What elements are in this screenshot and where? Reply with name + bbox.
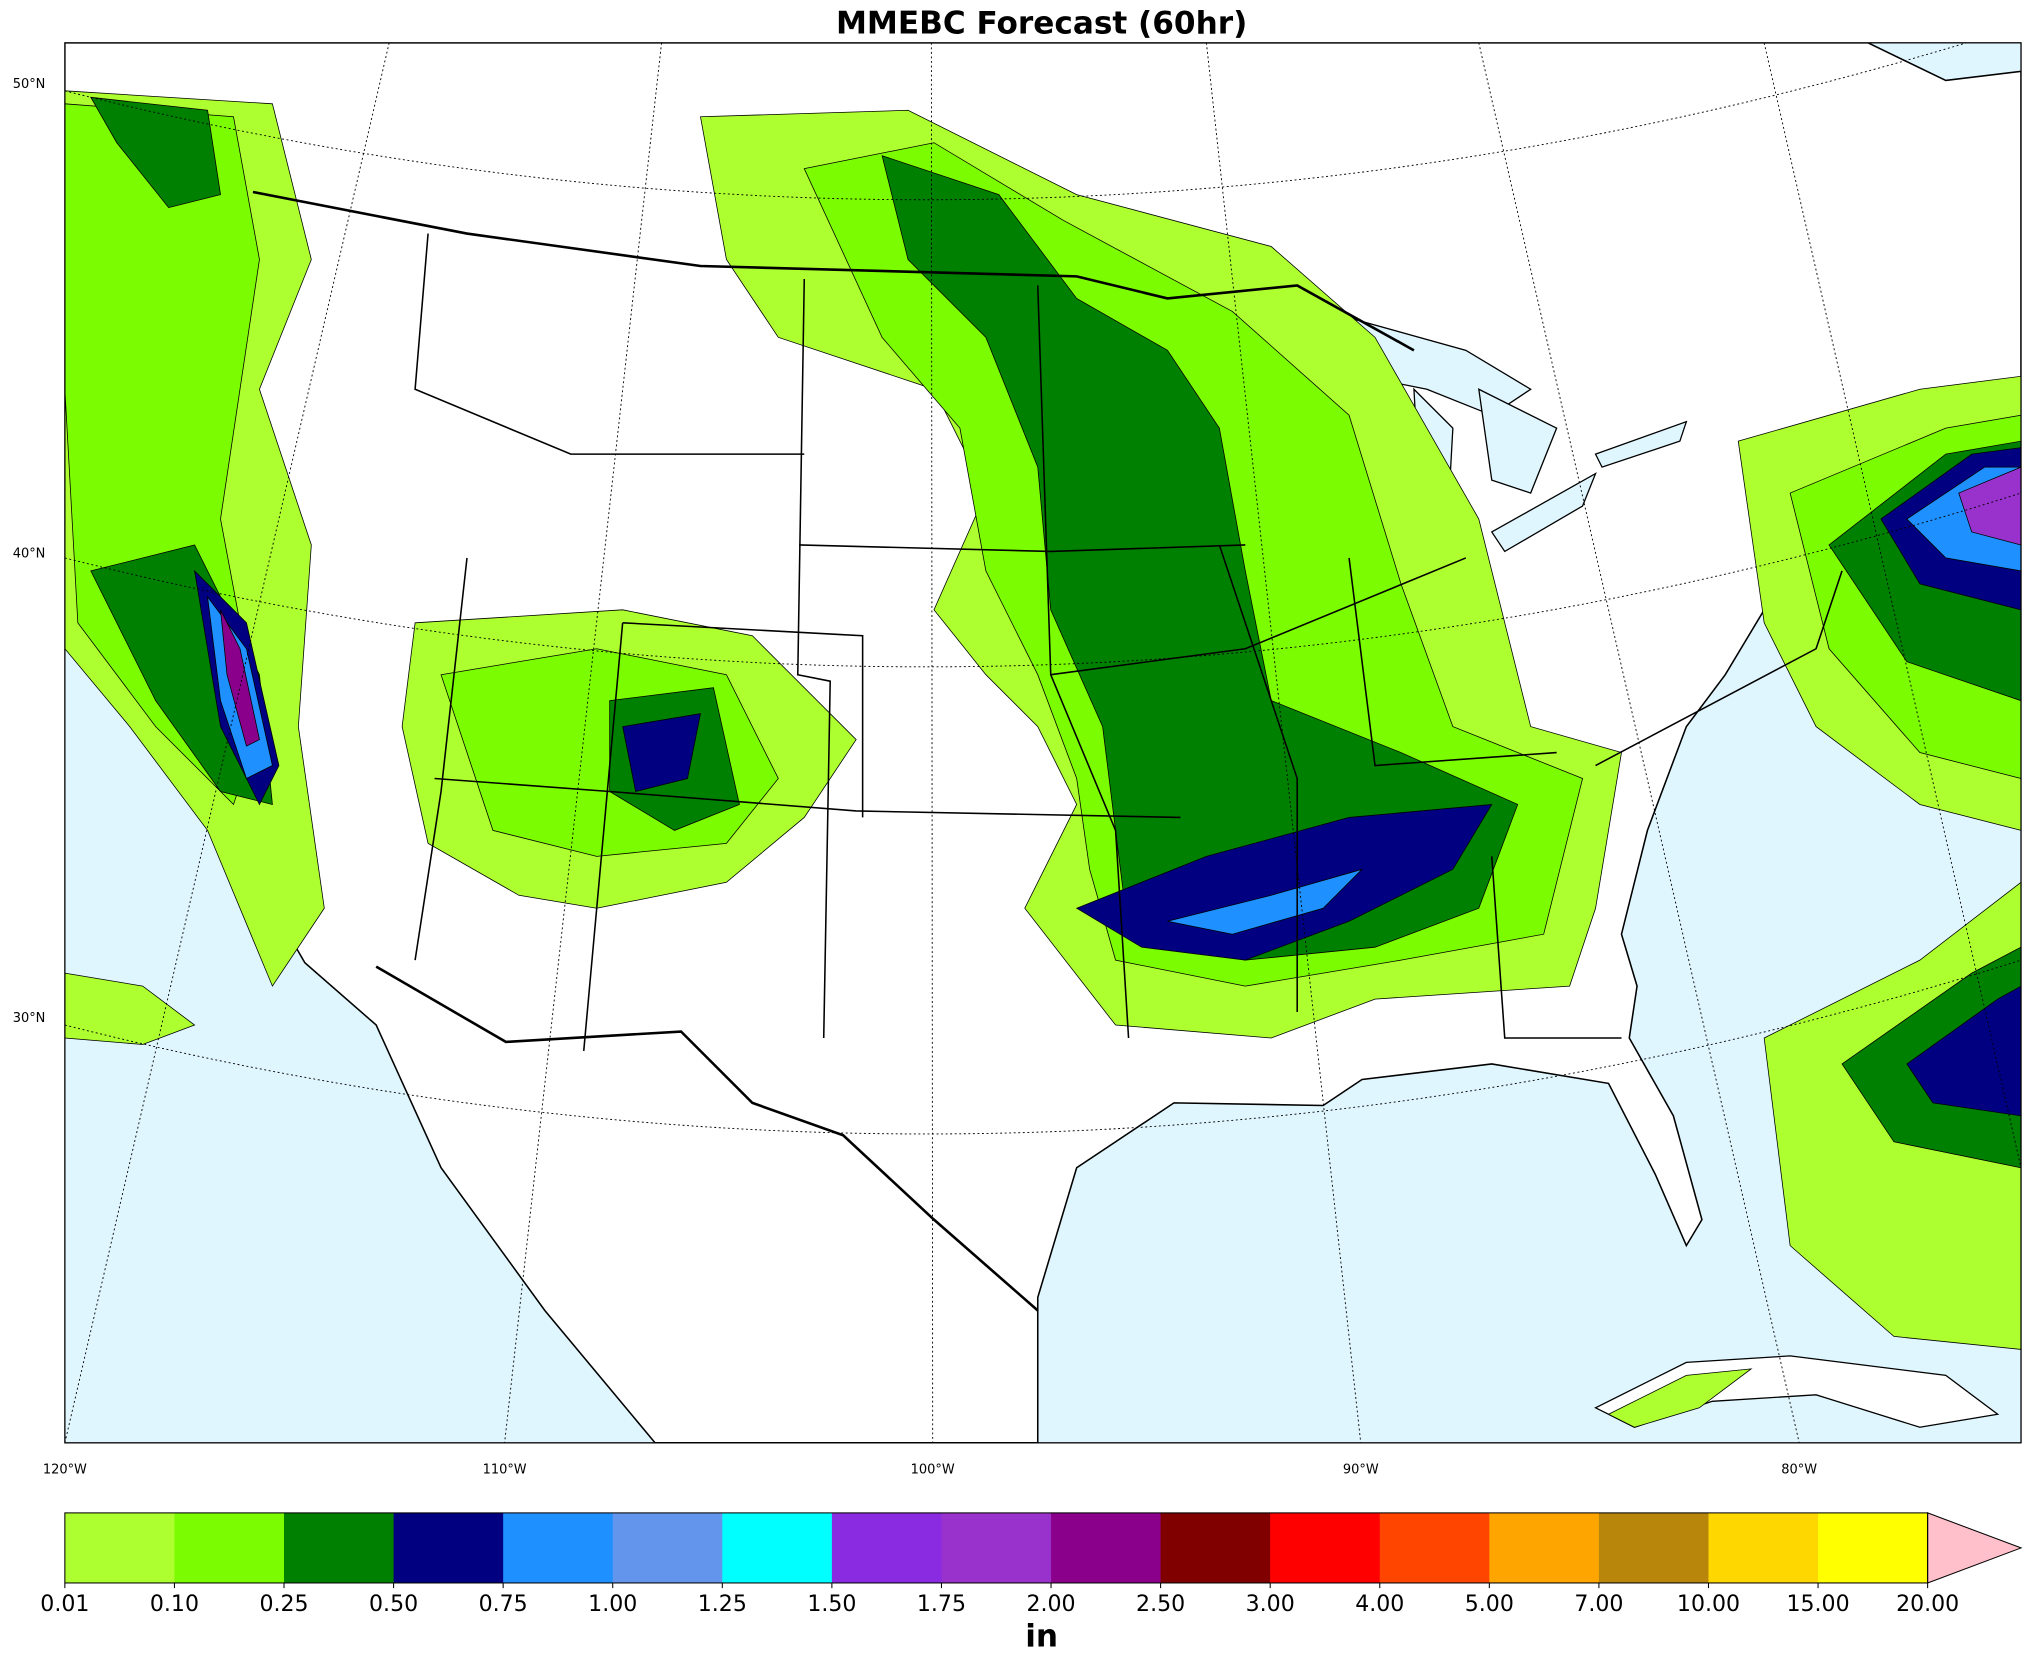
lake (1477, 388, 1558, 494)
lake (1490, 472, 1597, 553)
colorbar-tick-label: 1.50 (807, 1592, 856, 1617)
colorbar-tick-label: 0.10 (150, 1592, 199, 1617)
colorbar-swatch (503, 1512, 614, 1583)
colorbar-tick-label: 4.00 (1355, 1592, 1404, 1617)
map-frame (64, 42, 2022, 1444)
lake (1594, 420, 1688, 468)
lon-label: 110°W (483, 1463, 527, 1478)
colorbar-swatch (284, 1512, 394, 1583)
lat-label: 30°N (13, 1011, 46, 1026)
lat-label: 40°N (13, 547, 46, 562)
colorbar-swatch (1708, 1512, 1819, 1583)
colorbar: 0.01 0.10 0.25 0.50 0.75 1.00 1.25 1.50 1.75 2.00… (40, 1512, 2023, 1617)
colorbar-tick-label: 20.00 (1896, 1592, 1959, 1617)
graticule (64, 42, 2022, 1443)
colorbar-tick-label: 1.00 (588, 1592, 637, 1617)
colorbar-swatch (174, 1512, 285, 1583)
colorbar-unit: in (1025, 1618, 1058, 1654)
colorbar-tick-label: 7.00 (1574, 1592, 1623, 1617)
colorbar-tick-label: 1.25 (698, 1592, 747, 1617)
colorbar-tick-label: 0.50 (369, 1592, 418, 1617)
colorbar-swatch (1051, 1512, 1161, 1583)
map: 50°N 40°N 30°N 120°W 110°W 100°W 90°W 80… (13, 42, 2022, 1478)
borders (252, 190, 1843, 1312)
colorbar-swatch (941, 1512, 1052, 1583)
lon-label: 90°W (1343, 1463, 1379, 1478)
colorbar-swatch (1160, 1512, 1271, 1583)
colorbar-tick-label: 2.50 (1136, 1592, 1185, 1617)
lon-label: 80°W (1781, 1463, 1817, 1478)
colorbar-swatch (1818, 1512, 1929, 1583)
colorbar-swatch (831, 1512, 942, 1583)
colorbar-tick-label: 0.25 (259, 1592, 308, 1617)
colorbar-swatch (1379, 1512, 1490, 1583)
colorbar-swatch (393, 1512, 504, 1583)
colorbar-swatch (1598, 1512, 1709, 1583)
colorbar-swatch (1489, 1512, 1600, 1583)
precipitation (64, 90, 2022, 1428)
colorbar-tick-label: 0.75 (479, 1592, 528, 1617)
colorbar-tick-label: 0.01 (40, 1592, 89, 1617)
colorbar-tick-label: 15.00 (1786, 1592, 1849, 1617)
colorbar-tick-label: 2.00 (1026, 1592, 1075, 1617)
colorbar-frame (64, 1512, 1929, 1584)
colorbar-extend (1927, 1512, 2023, 1584)
colorbar-swatch (1270, 1512, 1381, 1583)
lat-label: 50°N (13, 77, 46, 92)
map-title: MMEBC Forecast (60hr) (836, 6, 1247, 42)
colorbar-tick-label: 10.00 (1677, 1592, 1740, 1617)
colorbar-swatch (64, 1512, 175, 1583)
lon-label: 100°W (911, 1463, 955, 1478)
lon-label: 120°W (43, 1463, 87, 1478)
colorbar-swatch (612, 1512, 723, 1583)
colorbar-tick-label: 3.00 (1246, 1592, 1295, 1617)
colorbar-swatch (722, 1512, 833, 1583)
colorbar-tick-label: 1.75 (917, 1592, 966, 1617)
colorbar-tick-label: 5.00 (1465, 1592, 1514, 1617)
